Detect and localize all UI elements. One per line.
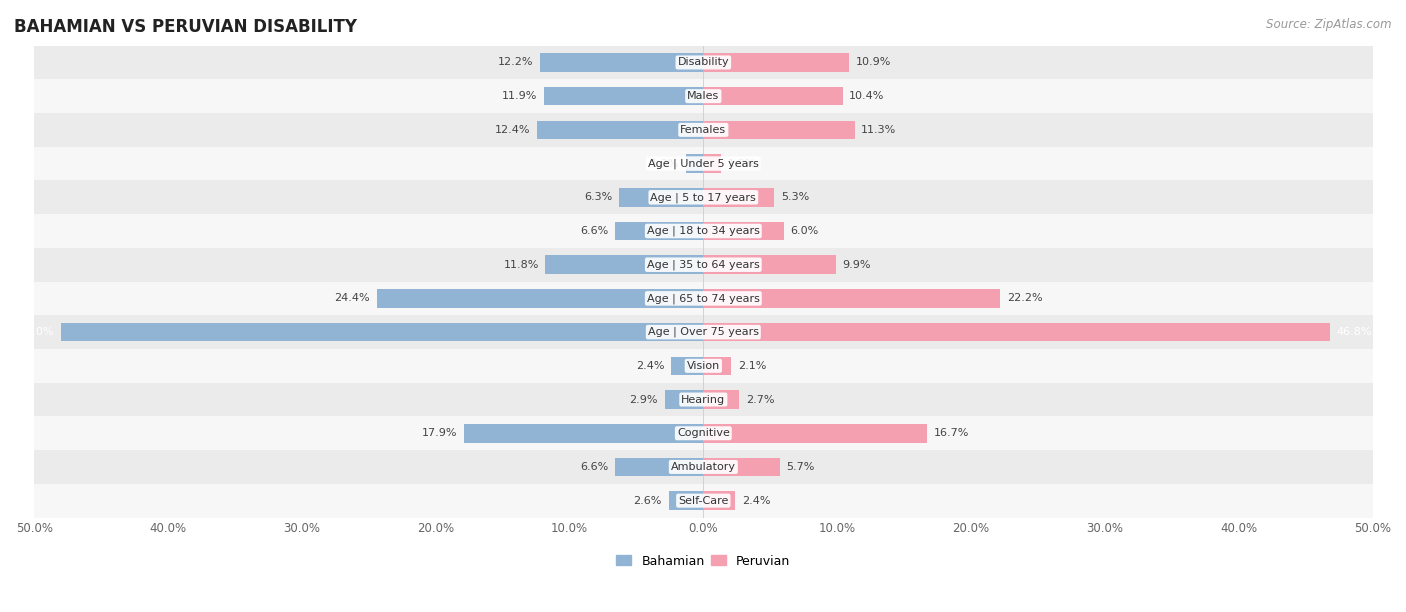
Bar [703,121,855,139]
Text: Source: ZipAtlas.com: Source: ZipAtlas.com [1267,18,1392,31]
Bar [614,222,703,241]
Text: Age | 5 to 17 years: Age | 5 to 17 years [651,192,756,203]
Bar [619,188,703,207]
Text: 6.0%: 6.0% [790,226,818,236]
Text: 48.0%: 48.0% [18,327,55,337]
Text: 12.2%: 12.2% [498,58,533,67]
Text: 2.4%: 2.4% [742,496,770,506]
Bar [34,382,1372,416]
Bar [703,458,779,476]
Bar [34,248,1372,282]
Text: 5.3%: 5.3% [780,192,810,203]
Text: Age | 18 to 34 years: Age | 18 to 34 years [647,226,759,236]
Text: 11.9%: 11.9% [502,91,537,101]
Bar [703,222,783,241]
Bar [34,484,1372,518]
Text: 9.9%: 9.9% [842,259,870,270]
Text: 6.6%: 6.6% [581,226,609,236]
Text: 6.6%: 6.6% [581,462,609,472]
Text: 1.3%: 1.3% [727,159,755,168]
Bar [540,53,703,72]
Text: 2.4%: 2.4% [636,361,665,371]
Text: Vision: Vision [686,361,720,371]
Bar [703,323,1330,341]
Text: 11.8%: 11.8% [503,259,538,270]
Bar [34,282,1372,315]
Bar [614,458,703,476]
Text: Self-Care: Self-Care [678,496,728,506]
Text: BAHAMIAN VS PERUVIAN DISABILITY: BAHAMIAN VS PERUVIAN DISABILITY [14,18,357,36]
Text: Age | Over 75 years: Age | Over 75 years [648,327,759,337]
Text: 2.6%: 2.6% [634,496,662,506]
Bar [544,87,703,105]
Text: 16.7%: 16.7% [934,428,969,438]
Bar [703,188,775,207]
Text: 11.3%: 11.3% [862,125,897,135]
Bar [703,357,731,375]
Bar [668,491,703,510]
Text: 12.4%: 12.4% [495,125,530,135]
Bar [34,46,1372,80]
Bar [34,147,1372,181]
Text: 6.3%: 6.3% [583,192,613,203]
Bar [665,390,703,409]
Text: 22.2%: 22.2% [1007,293,1043,304]
Text: 5.7%: 5.7% [786,462,814,472]
Bar [60,323,703,341]
Bar [703,491,735,510]
Bar [703,87,842,105]
Bar [34,113,1372,147]
Text: 10.4%: 10.4% [849,91,884,101]
Text: 1.3%: 1.3% [651,159,679,168]
Bar [703,255,835,274]
Bar [537,121,703,139]
Bar [686,154,703,173]
Text: Females: Females [681,125,727,135]
Bar [703,390,740,409]
Text: 10.9%: 10.9% [856,58,891,67]
Bar [703,53,849,72]
Bar [464,424,703,442]
Bar [377,289,703,308]
Text: Cognitive: Cognitive [676,428,730,438]
Text: 2.9%: 2.9% [630,395,658,405]
Text: Males: Males [688,91,720,101]
Bar [34,181,1372,214]
Bar [703,154,721,173]
Bar [546,255,703,274]
Text: 24.4%: 24.4% [335,293,370,304]
Text: Ambulatory: Ambulatory [671,462,735,472]
Bar [34,416,1372,450]
Text: 46.8%: 46.8% [1336,327,1372,337]
Legend: Bahamian, Peruvian: Bahamian, Peruvian [612,550,796,573]
Text: Age | 65 to 74 years: Age | 65 to 74 years [647,293,759,304]
Text: Age | Under 5 years: Age | Under 5 years [648,159,759,169]
Text: Age | 35 to 64 years: Age | 35 to 64 years [647,259,759,270]
Text: 2.1%: 2.1% [738,361,766,371]
Bar [34,315,1372,349]
Bar [34,80,1372,113]
Bar [703,424,927,442]
Bar [34,450,1372,484]
Bar [671,357,703,375]
Text: Hearing: Hearing [682,395,725,405]
Text: 2.7%: 2.7% [747,395,775,405]
Bar [34,349,1372,382]
Bar [34,214,1372,248]
Text: Disability: Disability [678,58,730,67]
Bar [703,289,1001,308]
Text: 17.9%: 17.9% [422,428,457,438]
